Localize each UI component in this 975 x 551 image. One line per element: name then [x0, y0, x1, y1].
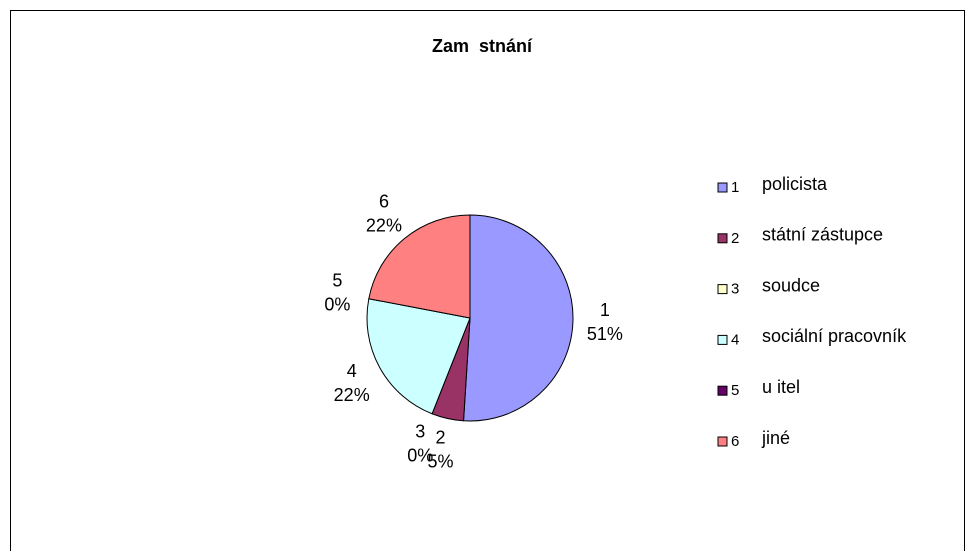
legend-number: 4 [731, 331, 739, 348]
legend-label: státní zástupce [762, 225, 883, 245]
slice-category-label: 4 [347, 361, 357, 381]
legend-number: 1 [731, 179, 739, 196]
legend-swatch [717, 436, 728, 447]
slice-category-label: 6 [379, 192, 389, 212]
slice-value-label: 0% [407, 445, 433, 465]
slice-category-label: 5 [332, 270, 342, 290]
slice-category-label: 3 [415, 421, 425, 441]
slice-value-label: 0% [324, 294, 350, 314]
legend-label: u itel [762, 377, 800, 397]
legend-swatch [717, 334, 728, 345]
pie-slice [368, 214, 471, 319]
legend-number: 5 [731, 382, 739, 399]
legend-label: soudce [762, 275, 820, 295]
pie-slice [463, 214, 574, 422]
legend-label: policista [762, 174, 828, 194]
legend-number: 3 [731, 281, 739, 298]
slice-value-label: 5% [428, 451, 454, 471]
slice-value-label: 22% [334, 385, 370, 405]
pie-slice [366, 298, 471, 415]
slice-value-label: 51% [587, 324, 623, 344]
legend-swatch [717, 284, 728, 295]
slice-category-label: 1 [600, 300, 610, 320]
legend-swatch [717, 182, 728, 193]
legend-swatch [717, 385, 728, 396]
slice-category-label: 2 [436, 427, 446, 447]
chart-title: Zam stnání [432, 36, 533, 56]
legend-swatch [717, 233, 728, 244]
legend-number: 2 [731, 230, 739, 247]
legend-label: sociální pracovník [762, 326, 907, 346]
slice-value-label: 22% [366, 216, 402, 236]
legend-number: 6 [731, 433, 739, 450]
legend-label: jiné [761, 428, 790, 448]
